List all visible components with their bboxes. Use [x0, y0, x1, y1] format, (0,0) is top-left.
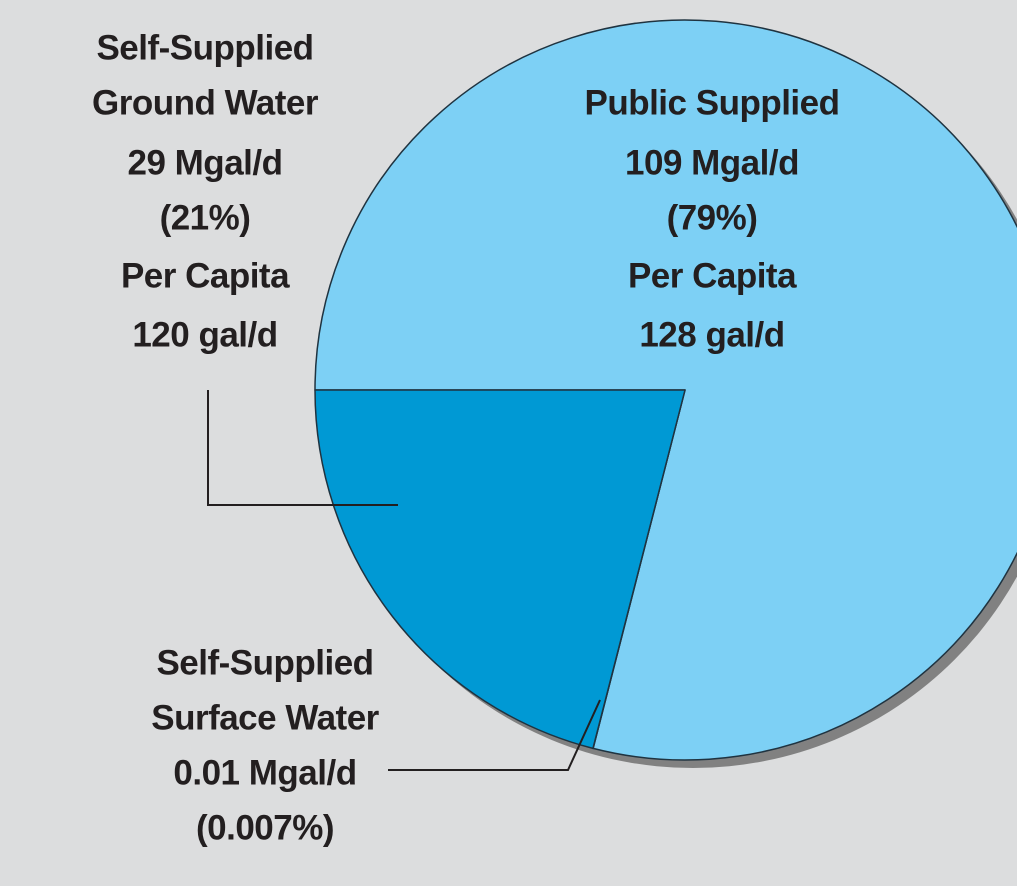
slice-label: 0.01 Mgal/d	[173, 753, 356, 792]
value-label: (79%)	[667, 198, 758, 237]
slice-label: Self-Supplied	[156, 643, 373, 682]
slice-label: Public Supplied	[584, 83, 839, 122]
leader-line	[207, 390, 398, 506]
slice-label: 109 Mgal/d	[625, 143, 799, 182]
slice-label: Surface Water	[151, 698, 379, 737]
slice-label: 29 Mgal/d	[128, 143, 283, 182]
per-capita-label: Per Capita	[628, 256, 797, 295]
per-capita-label: 128 gal/d	[639, 315, 784, 354]
pie-slice	[314, 389, 686, 750]
leader-line	[388, 699, 601, 771]
slice-label: Ground Water	[92, 83, 319, 122]
per-capita-label: 120 gal/d	[132, 315, 277, 354]
per-capita-label: Per Capita	[121, 256, 290, 295]
value-label: (0.007%)	[196, 808, 334, 847]
labels: Public Supplied 109 Mgal/d (79%) Per Capita…	[92, 28, 840, 847]
slice-label: Self-Supplied	[96, 28, 313, 67]
pie-slice	[314, 19, 1017, 761]
pie	[314, 19, 1017, 761]
value-label: (21%)	[160, 198, 251, 237]
